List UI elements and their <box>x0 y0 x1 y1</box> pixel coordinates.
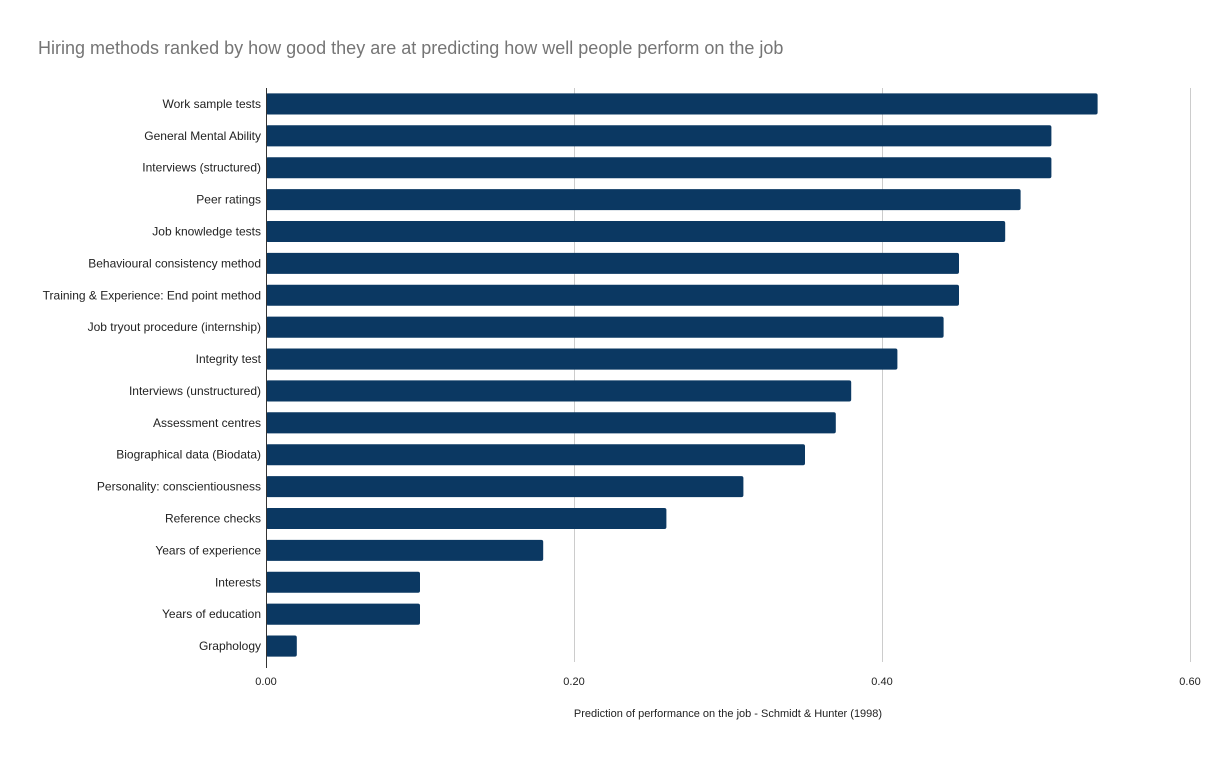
bar <box>266 476 744 498</box>
bar <box>266 412 836 434</box>
bar <box>266 348 898 370</box>
bar <box>266 507 667 530</box>
category-label: General Mental Ability <box>144 129 261 143</box>
category-label: Integrity test <box>196 352 262 366</box>
category-label: Work sample tests <box>163 97 261 111</box>
category-label: Personality: conscientiousness <box>97 480 261 494</box>
x-tick-label: 0.00 <box>255 676 276 688</box>
bar <box>266 284 959 306</box>
x-tick-label: 0.20 <box>563 676 584 688</box>
bar <box>266 444 805 466</box>
category-label: Years of education <box>162 607 261 621</box>
x-tick-label: 0.40 <box>871 676 892 688</box>
category-label: Job tryout procedure (internship) <box>88 320 261 334</box>
chart-title: Hiring methods ranked by how good they a… <box>38 38 784 58</box>
category-label: Interviews (structured) <box>142 161 261 175</box>
bar <box>266 539 544 561</box>
bar <box>266 571 420 593</box>
x-tick-label: 0.60 <box>1179 676 1200 688</box>
category-label: Years of experience <box>155 543 261 557</box>
bar <box>266 220 1006 243</box>
category-label: Peer ratings <box>196 193 261 207</box>
category-label: Job knowledge tests <box>152 225 261 239</box>
category-label: Behavioural consistency method <box>88 256 261 270</box>
x-axis-label: Prediction of performance on the job - S… <box>574 708 882 720</box>
x-tick-labels: 0.00 0.20 0.40 0.60 <box>255 676 1200 688</box>
bar <box>266 380 852 402</box>
bar <box>266 316 944 338</box>
bar <box>266 189 1021 211</box>
bar <box>266 252 959 274</box>
category-labels: Work sample tests General Mental Ability I… <box>43 97 262 653</box>
category-label: Graphology <box>199 639 261 653</box>
category-label: Training & Experience: End point method <box>43 288 261 302</box>
bar <box>266 125 1052 147</box>
gridlines <box>574 88 1191 662</box>
category-label: Biographical data (Biodata) <box>116 448 261 462</box>
bar <box>266 603 420 625</box>
bar <box>266 157 1052 179</box>
category-label: Interests <box>215 575 261 589</box>
category-label: Interviews (unstructured) <box>129 384 261 398</box>
category-label: Reference checks <box>165 512 261 526</box>
bar <box>266 635 297 657</box>
bars <box>266 93 1098 657</box>
category-label: Assessment centres <box>153 416 261 430</box>
bar <box>266 93 1098 115</box>
